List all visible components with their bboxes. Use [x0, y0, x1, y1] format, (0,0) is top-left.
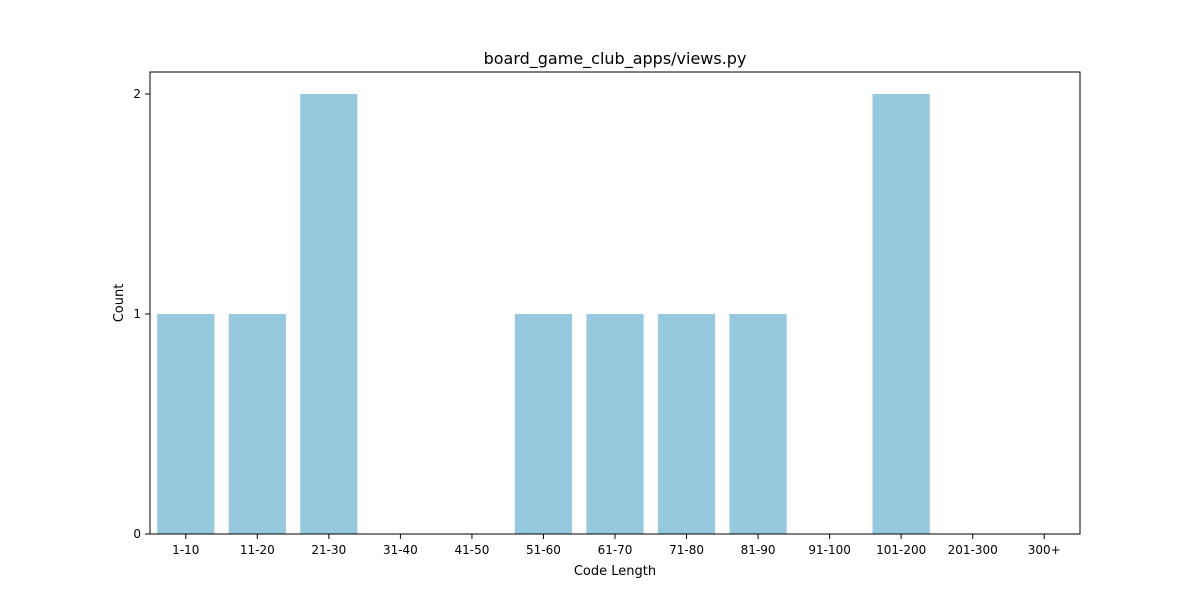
bar-61-70 — [586, 314, 644, 534]
bar-11-20 — [228, 314, 286, 534]
x-tick-label: 91-100 — [808, 543, 851, 557]
bar-21-30 — [300, 94, 358, 534]
x-tick-label: 81-90 — [741, 543, 776, 557]
x-tick-label: 1-10 — [172, 543, 199, 557]
y-tick-label: 1 — [133, 307, 141, 321]
bar-71-80 — [657, 314, 716, 534]
bar-group — [157, 94, 930, 534]
x-tick-label: 201-300 — [948, 543, 998, 557]
x-tick-label: 71-80 — [669, 543, 704, 557]
bar-51-60 — [514, 314, 573, 534]
x-tick-label: 31-40 — [383, 543, 418, 557]
x-tick-label: 300+ — [1028, 543, 1061, 557]
y-tick-label: 0 — [133, 527, 141, 541]
x-tick-label: 41-50 — [454, 543, 489, 557]
x-tick-label: 51-60 — [526, 543, 561, 557]
bar-1-10 — [157, 314, 215, 534]
x-tick-label: 11-20 — [240, 543, 275, 557]
y-axis-label: Count — [112, 284, 127, 323]
bar-101-200 — [872, 94, 930, 534]
x-axis-ticks: 1-10 11-20 21-30 31-40 41-50 51-60 61-70 71-80 8… — [172, 534, 1061, 557]
x-tick-label: 61-70 — [598, 543, 633, 557]
x-axis-label: Code Length — [574, 564, 656, 579]
x-tick-label: 21-30 — [311, 543, 346, 557]
y-axis-ticks: 0 1 2 — [133, 87, 150, 541]
chart-title: board_game_club_apps/views.py — [484, 49, 747, 69]
y-tick-label: 2 — [133, 87, 141, 101]
x-tick-label: 101-200 — [876, 543, 926, 557]
bar-81-90 — [729, 314, 787, 534]
